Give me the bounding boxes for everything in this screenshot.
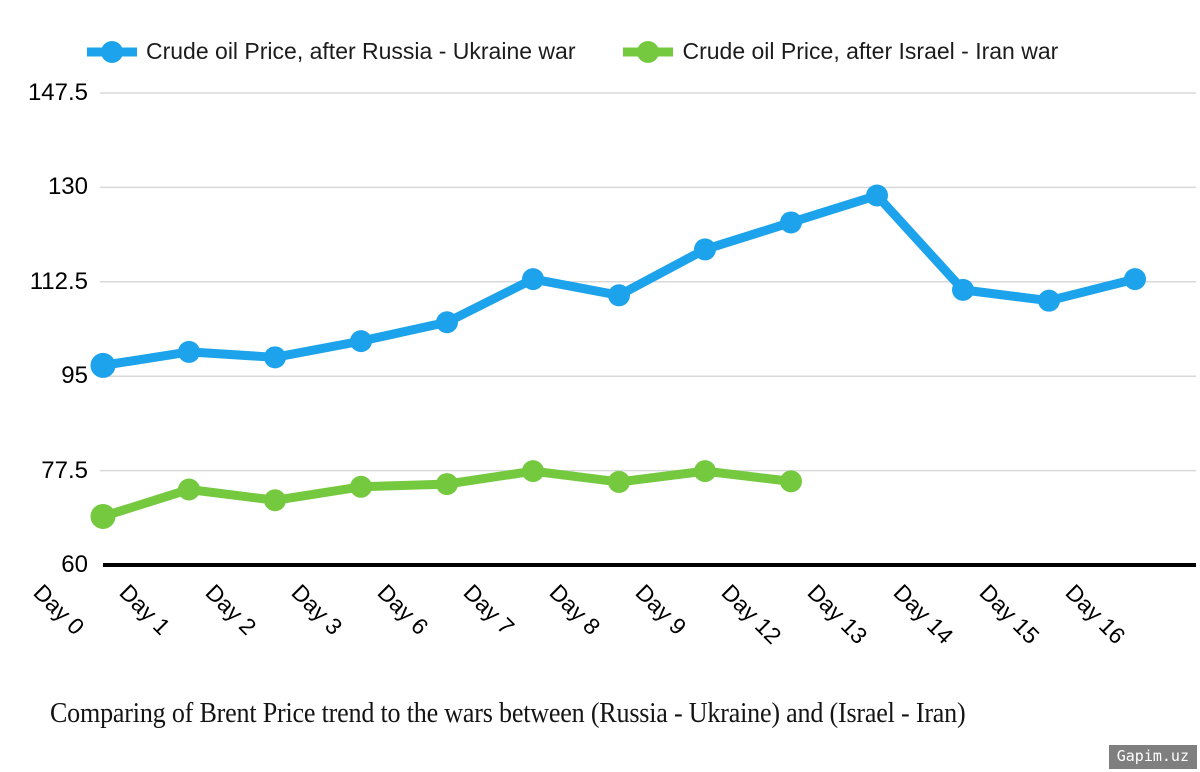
data-point [952, 278, 974, 301]
data-point [608, 470, 630, 493]
data-point [90, 503, 116, 529]
data-point [1038, 289, 1060, 312]
legend-label-israel-iran: Crude oil Price, after Israel - Iran war [682, 38, 1059, 64]
legend-item-israel-iran: Crude oil Price, after Israel - Iran war [621, 38, 1058, 65]
data-point [694, 460, 716, 483]
data-point [780, 211, 802, 234]
y-tick-label-112.5: 112.5 [29, 267, 88, 295]
watermark-badge: Gapim.uz [1108, 745, 1197, 769]
data-point [178, 340, 200, 363]
data-point [264, 346, 286, 369]
data-point [436, 473, 458, 496]
data-point [350, 475, 372, 498]
series-line-0 [98, 190, 1140, 370]
data-point [264, 489, 286, 512]
data-point [608, 284, 630, 307]
data-point [694, 238, 716, 261]
data-point [522, 268, 544, 291]
y-tick-label-77.5: 77.5 [41, 456, 88, 484]
chart-caption: Comparing of Brent Price trend to the wa… [50, 698, 966, 729]
y-tick-label-130: 130 [47, 173, 88, 201]
data-point [522, 460, 544, 483]
data-point [436, 311, 458, 334]
legend-label-russia-ukraine: Crude oil Price, after Russia - Ukraine … [146, 38, 576, 64]
y-tick-label-147.5: 147.5 [27, 79, 88, 106]
y-tick-label-60: 60 [61, 551, 88, 578]
data-point [1124, 268, 1146, 291]
data-point [780, 470, 802, 493]
legend-item-russia-ukraine: Crude oil Price, after Russia - Ukraine … [85, 38, 575, 65]
chart-legend: Crude oil Price, after Russia - Ukraine … [85, 38, 1058, 65]
y-tick-label-95: 95 [61, 362, 88, 390]
data-point [90, 352, 116, 378]
blue-line-marker-icon [87, 40, 137, 63]
green-line-marker-icon [623, 40, 674, 63]
data-point [178, 478, 200, 501]
y-axis-labels: 147.5 130 112.5 95 77.5 60 [0, 0, 88, 600]
data-point [866, 184, 888, 207]
data-point [350, 330, 372, 353]
